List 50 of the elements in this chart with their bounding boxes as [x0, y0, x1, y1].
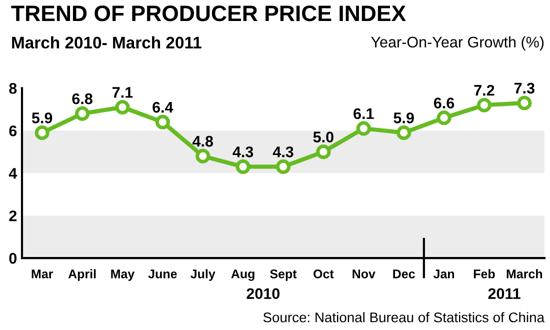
point	[356, 121, 371, 136]
data-label: 6.1	[354, 108, 374, 120]
x-tick-label: Aug	[231, 270, 254, 281]
data-label: 7.3	[514, 82, 534, 94]
y-tick-label: 0	[9, 252, 17, 264]
x-tick-label: July	[190, 269, 216, 281]
x-tick-label: Dec	[393, 270, 415, 278]
point	[236, 159, 250, 174]
point	[75, 106, 90, 121]
chart-subtitle: March 2010- March 2011	[12, 36, 202, 49]
x-tick-label: Nov	[352, 270, 376, 278]
text: 2011	[488, 288, 520, 300]
point	[476, 98, 492, 112]
data-label: 7.1	[112, 87, 133, 98]
point	[115, 100, 130, 115]
data-label: 5.9	[394, 112, 414, 124]
text: 2010	[246, 288, 280, 300]
x-tick-label: May	[111, 270, 135, 281]
y-tick-label: 6	[9, 125, 17, 136]
data-label: 6.8	[72, 93, 92, 104]
data-label: 4.3	[272, 146, 294, 158]
x-tick-label: Mar	[32, 270, 54, 278]
x-tick-label: Oct	[314, 270, 334, 278]
source-note: Source: National Bureau of Statistics of China	[263, 312, 545, 322]
x-tick-label: April	[68, 269, 96, 281]
data-label: 5.0	[313, 132, 334, 142]
point	[34, 125, 50, 140]
point	[517, 96, 532, 110]
x-tick-label: Jan	[433, 270, 454, 278]
point	[436, 110, 452, 126]
x-tick-label: Feb	[474, 269, 495, 278]
point	[196, 148, 210, 164]
point	[276, 159, 291, 174]
data-label: 5.9	[32, 112, 52, 124]
data-label: 4.8	[192, 136, 214, 147]
y-axis-title: Year-On-Year Growth (%)	[371, 36, 544, 51]
data-label: 7.2	[474, 84, 494, 96]
y-tick-label: 2	[9, 210, 17, 222]
point	[396, 125, 412, 140]
point	[316, 144, 331, 160]
x-tick-label: Sept	[270, 270, 297, 281]
point	[155, 114, 170, 130]
x-tick-label: June	[148, 270, 177, 278]
chart-title: TREND OF PRODUCER PRICE INDEX	[11, 6, 406, 22]
y-tick-label: 8	[9, 82, 17, 94]
data-label: 6.4	[152, 102, 174, 113]
y-tick-label: 4	[8, 168, 18, 179]
data-label: 4.3	[232, 146, 254, 158]
x-tick-label: March	[506, 269, 542, 278]
data-label: 6.6	[434, 98, 454, 108]
